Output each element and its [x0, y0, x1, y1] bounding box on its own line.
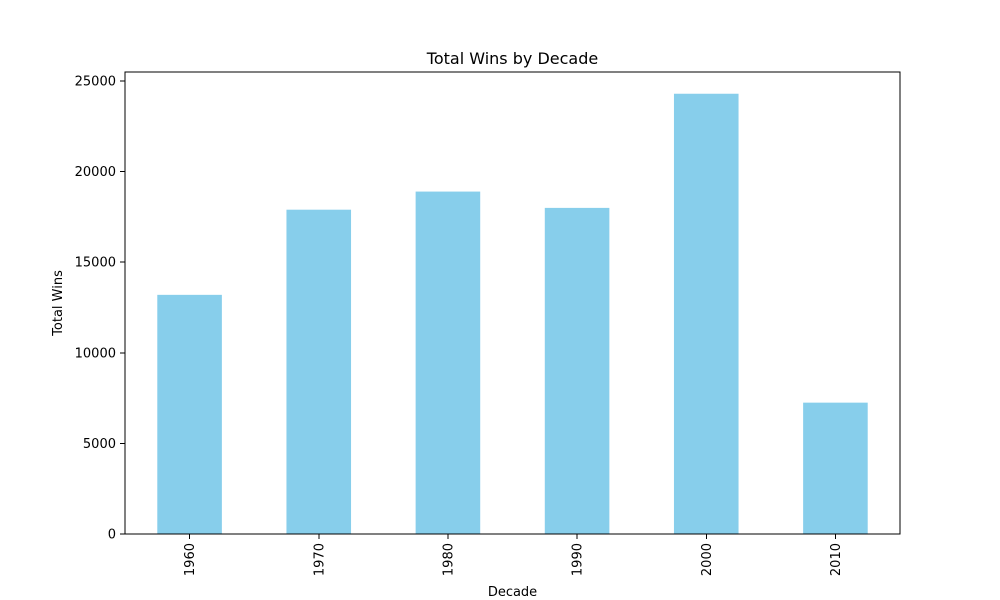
x-axis: 1960 1970 1980 1990 2000 2010 — [183, 534, 844, 576]
x-tick-label: 1960 — [183, 543, 198, 576]
bar-1970 — [286, 209, 352, 534]
y-tick-label: 10000 — [75, 346, 116, 361]
bars-layer — [157, 93, 868, 534]
bar-2000 — [673, 93, 739, 534]
y-tick-label: 20000 — [75, 165, 116, 180]
x-axis-title: Decade — [488, 585, 537, 600]
y-tick-label: 0 — [108, 528, 116, 543]
x-tick-label: 1970 — [312, 543, 327, 576]
plot-frame — [124, 71, 901, 535]
bar-2010 — [803, 402, 868, 534]
y-tick-label: 15000 — [75, 256, 116, 271]
chart-title: Total Wins by Decade — [426, 49, 598, 68]
bar-1960 — [157, 294, 222, 534]
y-axis-title: Total Wins — [51, 270, 66, 337]
x-tick-label: 1990 — [571, 543, 586, 576]
x-tick-label: 2010 — [829, 543, 844, 576]
y-tick-label: 25000 — [75, 75, 116, 90]
y-tick-label: 5000 — [83, 437, 116, 452]
x-tick-label: 1980 — [441, 543, 456, 576]
y-axis: 0 5000 10000 15000 20000 25000 — [75, 75, 125, 543]
bar-1990 — [544, 207, 610, 534]
bar-1980 — [415, 191, 481, 534]
x-tick-label: 2000 — [700, 543, 715, 576]
